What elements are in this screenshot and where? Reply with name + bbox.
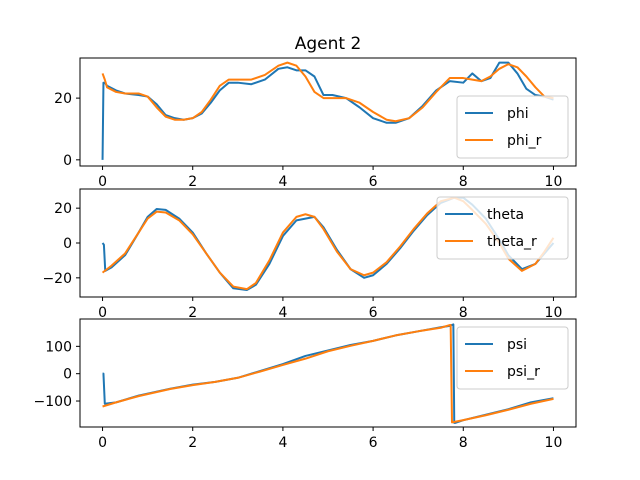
legend-label-phi-r: phi_r — [507, 133, 542, 149]
y-tick-label: 0 — [63, 367, 72, 383]
x-tick-label: 10 — [545, 435, 563, 451]
legend-label-phi: phi — [507, 106, 529, 122]
legend-box — [456, 95, 569, 159]
x-tick-label: 10 — [545, 305, 563, 321]
x-tick-label: 4 — [278, 174, 287, 190]
x-tick-label: 4 — [278, 305, 287, 321]
subplot-3: 0 2 4 6 8 10 −100 0 100 psi psi_r — [34, 318, 577, 451]
legend-label-theta: theta — [487, 207, 524, 223]
chart-title: Agent 2 — [295, 34, 362, 54]
x-tick-label: 2 — [188, 435, 197, 451]
legend-label-theta-r: theta_r — [487, 234, 537, 250]
x-tick-label: 8 — [459, 435, 468, 451]
y-tick-label: 100 — [45, 339, 72, 355]
x-tick-label: 6 — [369, 435, 378, 451]
legend-box — [456, 326, 569, 390]
series-line-psi-r — [102, 324, 554, 424]
series-line-phi-r — [101, 61, 554, 123]
x-tick-label: 0 — [98, 305, 107, 321]
y-tick-label: −100 — [34, 394, 72, 410]
legend-box — [436, 196, 569, 260]
subplot-1: 0 2 4 6 8 10 0 20 phi phi_r — [54, 57, 577, 190]
x-tick-label: 8 — [459, 174, 468, 190]
y-tick-label: 0 — [63, 236, 72, 252]
x-tick-label: 10 — [545, 174, 563, 190]
axes-frame — [79, 57, 577, 167]
x-tick-label: 4 — [278, 435, 287, 451]
axes-frame — [79, 318, 577, 428]
legend-label-psi: psi — [507, 337, 527, 353]
legend: psi psi_r — [456, 326, 569, 390]
legend-label-psi-r: psi_r — [507, 364, 540, 380]
y-tick-label: 20 — [54, 91, 72, 107]
legend: theta theta_r — [436, 196, 569, 260]
x-tick-label: 8 — [459, 305, 468, 321]
x-tick-label: 0 — [98, 435, 107, 451]
y-tick-label: −20 — [42, 271, 72, 287]
y-tick-label: 20 — [54, 201, 72, 217]
y-tick-label: 0 — [63, 153, 72, 169]
x-tick-label: 6 — [369, 305, 378, 321]
x-tick-label: 2 — [188, 174, 197, 190]
legend: phi phi_r — [456, 95, 569, 159]
x-tick-label: 6 — [369, 174, 378, 190]
subplot-2: 0 2 4 6 8 10 −20 0 20 theta theta_r — [42, 188, 577, 321]
x-tick-label: 0 — [98, 174, 107, 190]
x-tick-label: 2 — [188, 305, 197, 321]
